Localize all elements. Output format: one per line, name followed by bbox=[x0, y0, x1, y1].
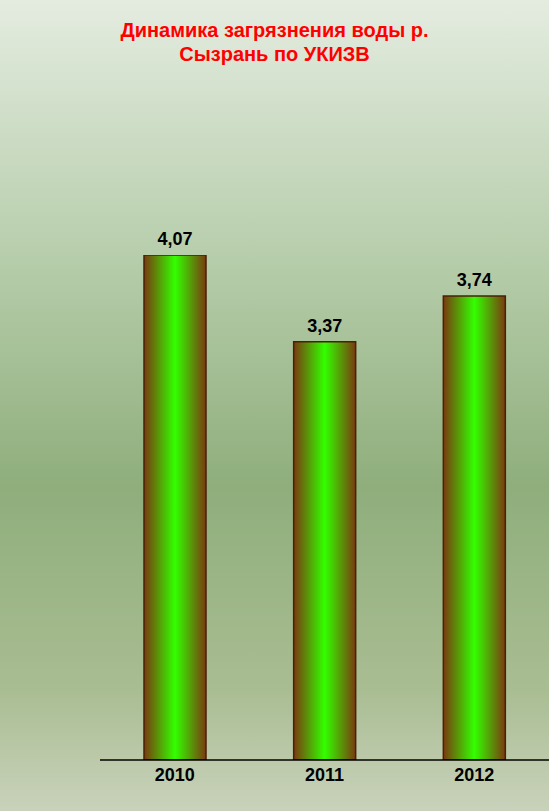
svg-text:3,74: 3,74 bbox=[457, 270, 492, 290]
svg-text:2011: 2011 bbox=[305, 765, 344, 785]
svg-text:4,07: 4,07 bbox=[157, 229, 192, 249]
svg-text:2012: 2012 bbox=[454, 765, 494, 785]
svg-text:2010: 2010 bbox=[155, 765, 195, 785]
html-text:Динамика загрязнения воды р. С: Динамика загрязнения воды р. Сызрань по … bbox=[120, 19, 429, 65]
svg-text:3,37: 3,37 bbox=[307, 316, 342, 336]
